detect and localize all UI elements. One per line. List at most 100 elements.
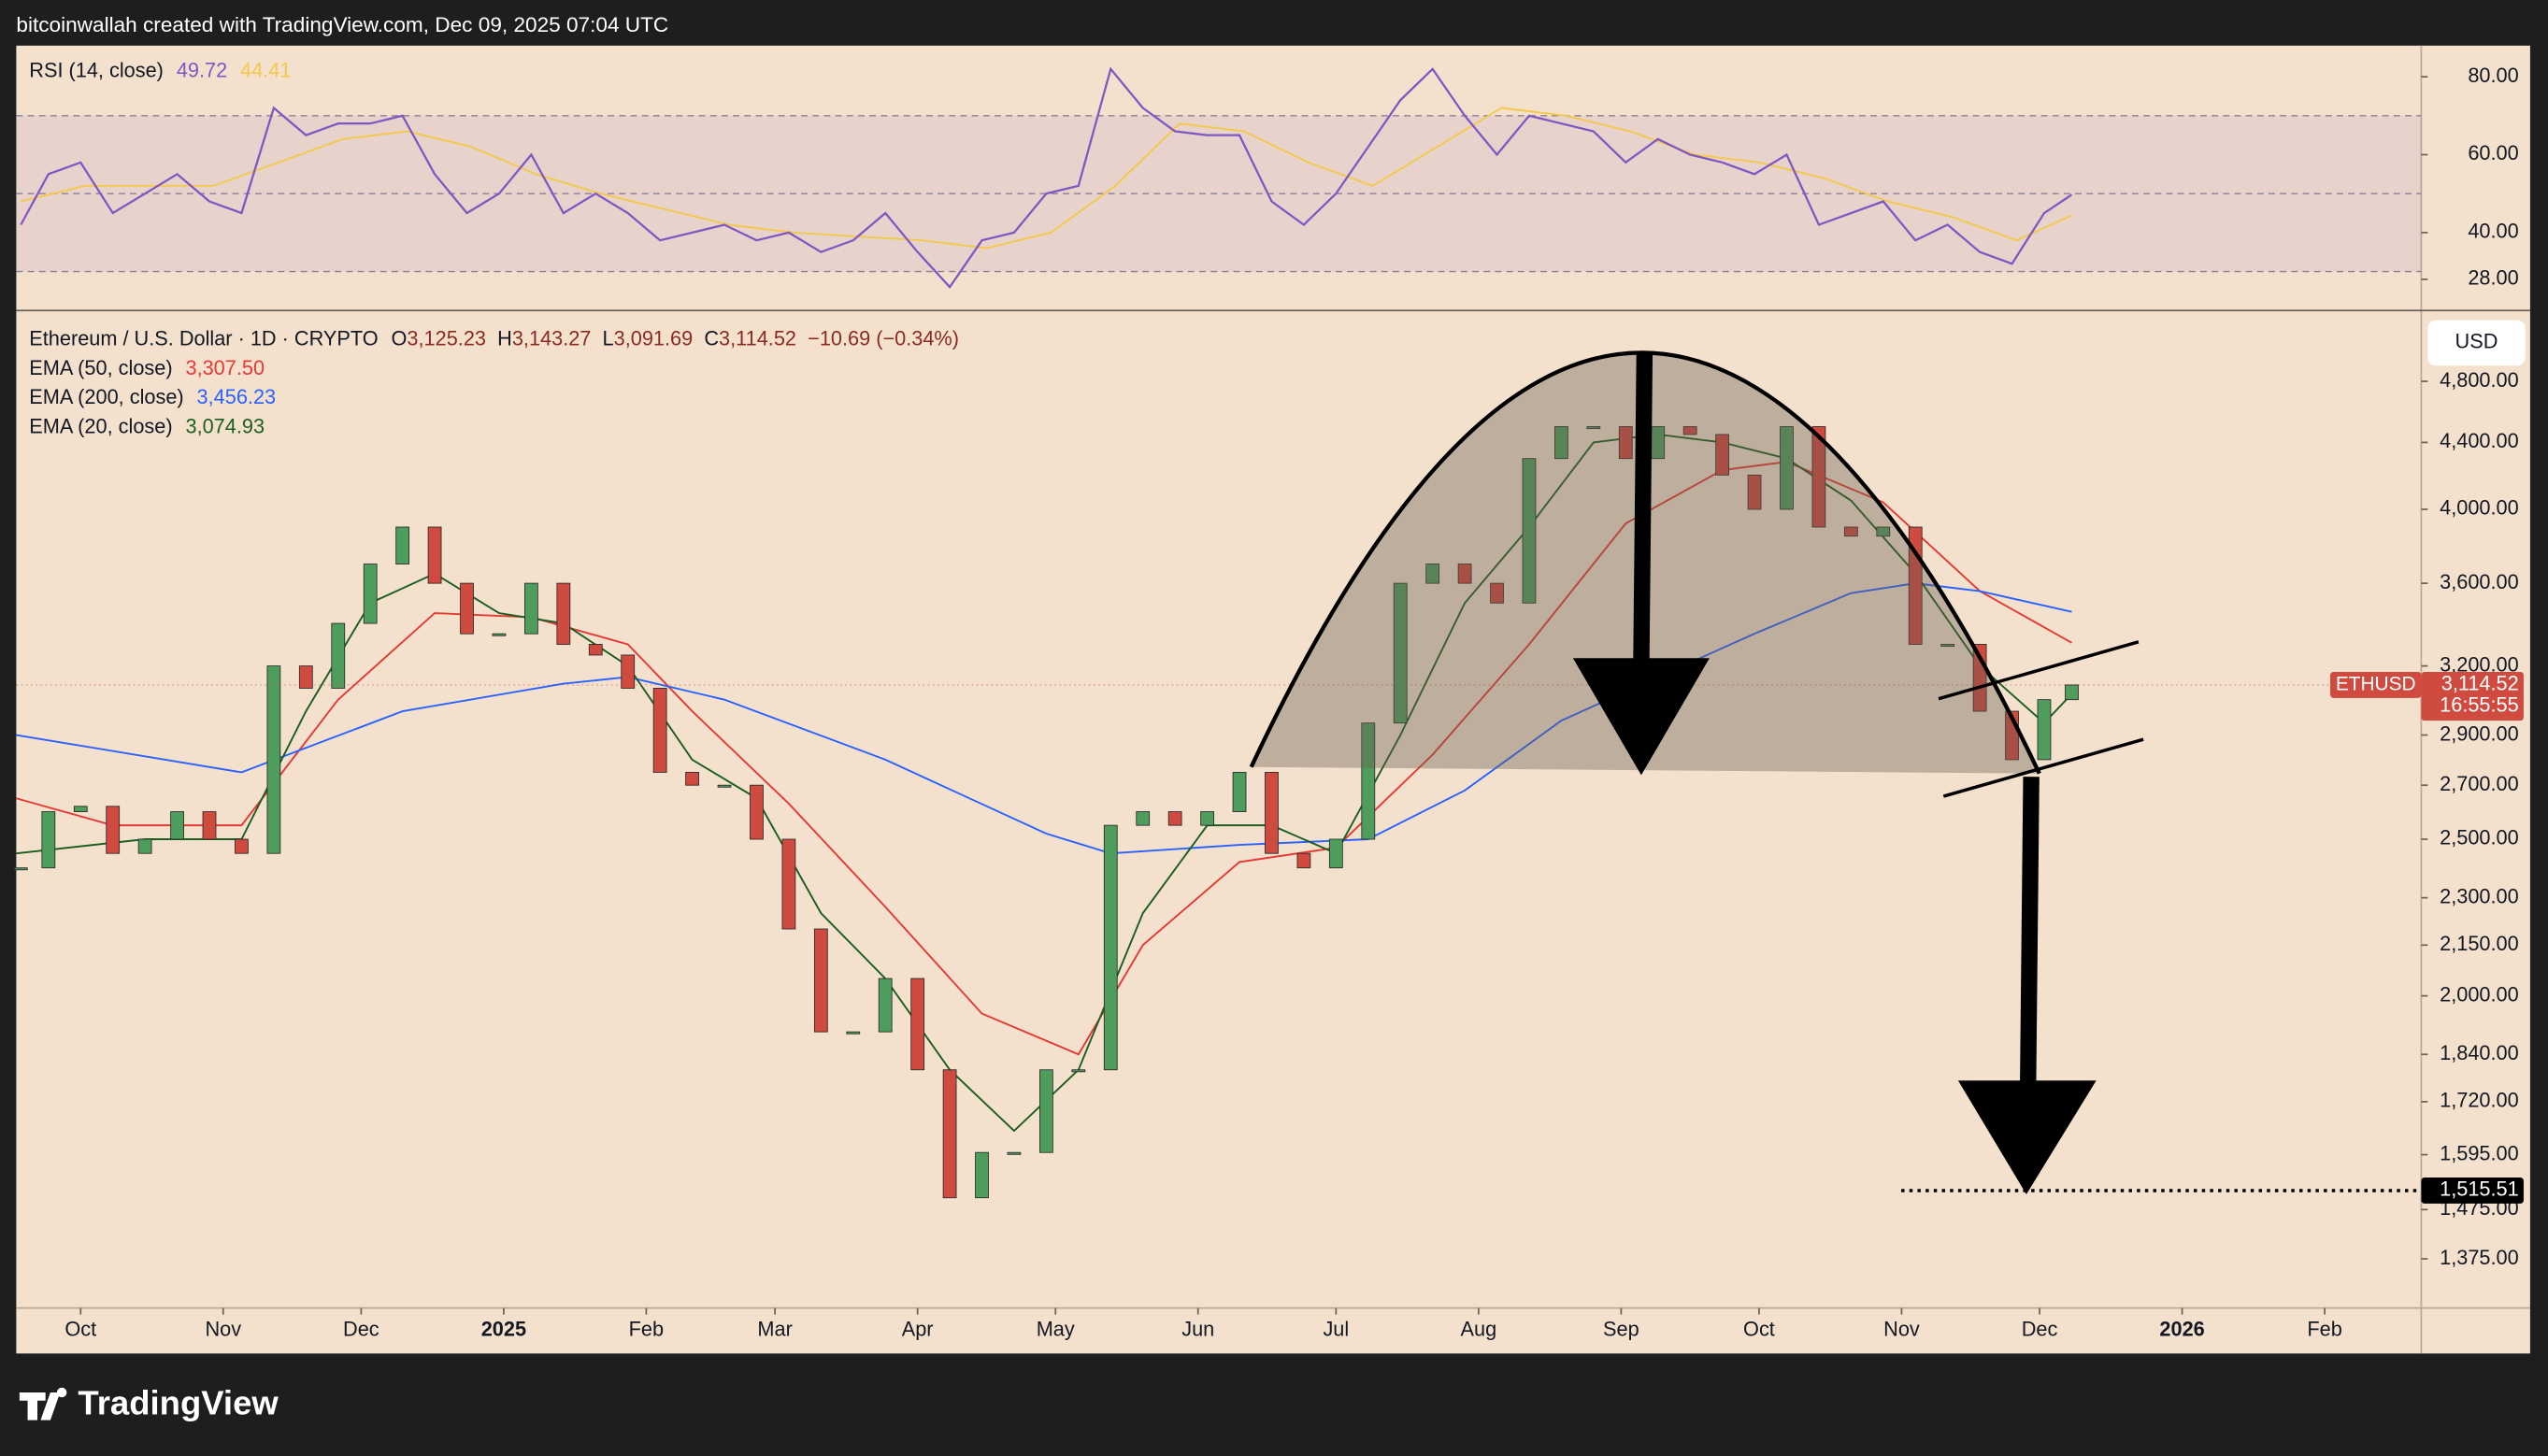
candle — [363, 564, 378, 624]
candle — [975, 1151, 989, 1199]
candle — [750, 784, 764, 840]
y-tick-label: 3,600.00 — [2440, 570, 2519, 593]
ema-legend: EMA (50, close) 3,307.50 — [29, 356, 265, 379]
x-tick-label: Jun — [1181, 1318, 1214, 1341]
ohlc-value: 3,125.23 — [407, 326, 486, 350]
y-tick-label: 1,595.00 — [2440, 1141, 2519, 1164]
candle — [1811, 426, 1826, 528]
legend-name: EMA (200, close) — [29, 385, 183, 408]
rsi-band — [16, 115, 2422, 272]
change-value: −10.69 (−0.34%) — [808, 326, 959, 350]
candle — [170, 811, 184, 840]
x-tick-label: Aug — [1461, 1318, 1497, 1341]
y-tick-label: 1,375.00 — [2440, 1246, 2519, 1269]
candle — [1780, 426, 1794, 510]
brand: TradingView — [19, 1384, 279, 1422]
price-tag — [2421, 672, 2524, 721]
candle — [1103, 824, 1118, 1071]
marks — [13, 66, 2422, 1199]
ema-legend: EMA (200, close) 3,456.23 — [29, 385, 276, 408]
candle — [73, 806, 88, 812]
y-tick-label: 1,840.00 — [2440, 1041, 2519, 1064]
arrow-shaft — [1633, 352, 1653, 667]
candle — [1265, 771, 1279, 854]
legend-value: 44.41 — [240, 58, 291, 81]
candle — [1007, 1151, 1022, 1155]
candle — [781, 838, 796, 930]
y-tick-label: 2,000.00 — [2440, 982, 2519, 1006]
candle — [1361, 722, 1376, 840]
candle — [298, 665, 313, 689]
arrow-shaft — [2019, 777, 2040, 1090]
candle — [460, 582, 474, 635]
y-tick-label: 2,900.00 — [2440, 721, 2519, 745]
candle — [492, 633, 507, 636]
candle — [1167, 811, 1182, 826]
ohlc-value: 3,114.52 — [719, 326, 796, 350]
price-tag-label: 3,114.52 — [2441, 672, 2519, 695]
x-tick-label: Oct — [64, 1318, 96, 1341]
y-tick-label: 2,700.00 — [2440, 772, 2519, 795]
candle — [1232, 771, 1247, 812]
labels: 80.00 60.00 40.00 28.00 RSI (14, close) 49.72… — [29, 58, 2524, 1341]
ohlc-key: H — [497, 326, 512, 350]
candle — [878, 978, 893, 1033]
y-tick-label: 4,400.00 — [2440, 429, 2519, 452]
symbol-tag — [2330, 672, 2422, 698]
arrow-head — [1957, 1080, 2097, 1194]
y-tick-label: 80.00 — [2468, 64, 2518, 87]
legend-name: EMA (20, close) — [29, 414, 172, 437]
candle — [1071, 1069, 1086, 1073]
candle — [41, 811, 56, 869]
plot-background — [16, 45, 2530, 1354]
y-tick-label: 40.00 — [2468, 220, 2518, 243]
candle — [846, 1031, 861, 1035]
x-tick-label: Nov — [205, 1318, 241, 1341]
countdown-label: 16:55:55 — [2440, 692, 2519, 716]
ohlc-key: O — [392, 326, 408, 350]
candle — [1715, 434, 1729, 476]
channel-line — [1942, 737, 2144, 798]
currency-button[interactable] — [2427, 320, 2526, 366]
candle — [1200, 811, 1214, 826]
brand-name: TradingView — [78, 1384, 279, 1422]
legend-value: 49.72 — [177, 58, 227, 81]
x-tick-label: Dec — [343, 1318, 379, 1341]
candle — [621, 654, 636, 689]
legend-value: 3,074.93 — [185, 414, 265, 437]
candle — [137, 838, 152, 854]
candle — [524, 582, 538, 635]
target-tag — [2421, 1178, 2524, 1204]
legend-value: 3,456.23 — [197, 385, 277, 408]
ohlc-key: L — [603, 326, 614, 350]
candle — [910, 978, 925, 1071]
rsi-legend: RSI (14, close) 49.72 44.41 — [29, 58, 291, 81]
y-tick-label: 4,000.00 — [2440, 496, 2519, 520]
brand-logo — [19, 1387, 67, 1420]
candle — [1618, 426, 1633, 460]
x-tick-label: Feb — [629, 1318, 664, 1341]
currency-label[interactable]: USD — [2455, 330, 2498, 353]
candle — [556, 582, 571, 645]
candle — [942, 1069, 957, 1199]
candle — [1136, 811, 1151, 826]
candle — [266, 665, 281, 854]
candle — [395, 526, 410, 564]
y-tick-label: 2,500.00 — [2440, 826, 2519, 849]
x-tick-label: Mar — [757, 1318, 792, 1341]
y-tick-label: 4,800.00 — [2440, 368, 2519, 392]
candle — [2037, 699, 2052, 761]
candle — [717, 784, 732, 788]
legend-name: RSI (14, close) — [29, 58, 164, 81]
x-tick-label: Apr — [902, 1318, 934, 1341]
y-tick-label: 2,150.00 — [2440, 932, 2519, 955]
ema-line — [16, 582, 2072, 855]
x-tick-label: 2025 — [481, 1318, 526, 1341]
x-tick-label: Oct — [1743, 1318, 1775, 1341]
ohlc-key: C — [704, 326, 719, 350]
x-tick-label: Feb — [2307, 1318, 2341, 1341]
candle — [1747, 474, 1762, 510]
x-tick-label: Sep — [1603, 1318, 1639, 1341]
target-tag-label: 1,515.51 — [2440, 1178, 2519, 1201]
